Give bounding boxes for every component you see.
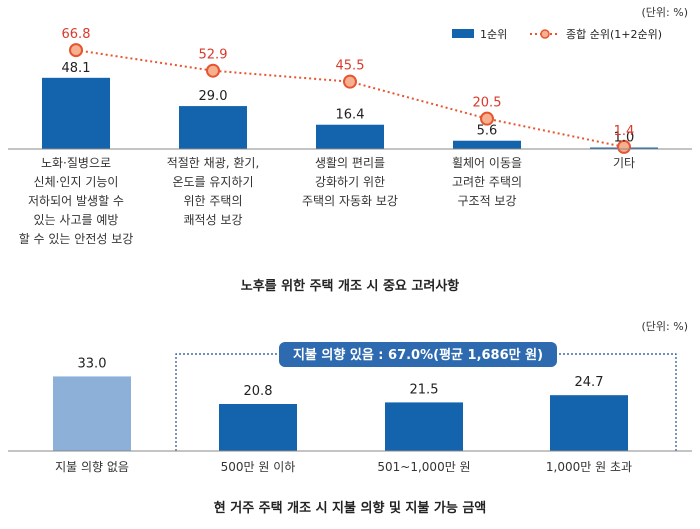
chart1-unit: (단위: %) xyxy=(642,6,688,19)
chart-payment-willingness: (단위: %) 지불 의향 있음 : 67.0%(평균 1,686만 원) 33… xyxy=(8,320,692,516)
willing-group-callout: 지불 의향 있음 : 67.0%(평균 1,686만 원) xyxy=(293,347,543,363)
legend-line-marker xyxy=(540,29,550,39)
line-value-label: 1.4 xyxy=(614,124,635,139)
line-value-label: 20.5 xyxy=(473,96,502,111)
legend-line-label: 종합 순위(1+2순위) xyxy=(566,28,662,41)
bar-payment-share xyxy=(550,395,628,451)
bar-first-rank xyxy=(453,140,521,149)
willing-group-callout-box xyxy=(279,342,557,367)
category-label: 생활의 편리를 강화하기 위한 주택의 자동화 보강 xyxy=(302,156,398,208)
category-label: 기타 xyxy=(613,156,635,170)
line-value-label: 52.9 xyxy=(199,48,228,63)
bar-value-label: 24.7 xyxy=(575,375,604,390)
bar-value-label: 48.1 xyxy=(62,61,91,76)
bar-value-label: 20.8 xyxy=(244,384,273,399)
bar-first-rank xyxy=(179,106,247,149)
category-label: 노화·질병으로 신체·인지 기능이 저하되어 발생할 수 있는 사고를 예방 할 수 있… xyxy=(19,156,134,246)
chart-important-considerations: (단위: %) 1순위 종합 순위(1+2순위) 48.1 29.0 16.4 5.6… xyxy=(8,6,692,294)
bar-payment-share xyxy=(53,376,131,451)
line-marker xyxy=(343,74,357,89)
category-label: 적절한 채광, 환기, 온도를 유지하기 위한 주택의 쾌적성 보강 xyxy=(167,156,260,227)
willing-group-bracket xyxy=(175,353,677,451)
category-label: 지불 의향 없음 xyxy=(55,460,129,474)
chart1-title: 노후를 위한 주택 개조 시 중요 고려사항 xyxy=(241,278,460,294)
chart1-legend: 1순위 종합 순위(1+2순위) xyxy=(452,28,662,41)
category-label: 500만 원 이하 xyxy=(221,460,296,474)
bar-value-label: 5.6 xyxy=(477,124,498,139)
line-value-label: 66.8 xyxy=(62,27,91,42)
line-marker xyxy=(617,139,631,154)
line-marker xyxy=(480,111,494,126)
bar-payment-share xyxy=(219,403,297,451)
bar-first-rank xyxy=(316,124,384,149)
line-value-label: 45.5 xyxy=(336,59,365,74)
category-label: 휠체어 이동을 고려한 주택의 구조적 보강 xyxy=(452,156,522,208)
bar-first-rank xyxy=(42,77,110,149)
bar-payment-share xyxy=(385,402,463,451)
category-label: 501~1,000만 원 xyxy=(377,460,470,474)
chart2-title: 현 거주 주택 개조 시 지불 의향 및 지불 가능 금액 xyxy=(214,500,487,516)
legend-bar-label: 1순위 xyxy=(480,28,507,41)
category-label: 1,000만 원 초과 xyxy=(546,460,632,474)
legend-bar-swatch xyxy=(452,29,474,38)
bar-value-label: 1.0 xyxy=(614,131,635,146)
bar-value-label: 16.4 xyxy=(336,108,365,123)
bar-value-label: 29.0 xyxy=(199,89,228,104)
line-marker xyxy=(206,63,220,78)
chart2-unit: (단위: %) xyxy=(642,320,688,333)
bar-value-label: 33.0 xyxy=(78,356,107,371)
line-marker xyxy=(69,43,83,58)
bar-value-label: 21.5 xyxy=(410,382,439,397)
